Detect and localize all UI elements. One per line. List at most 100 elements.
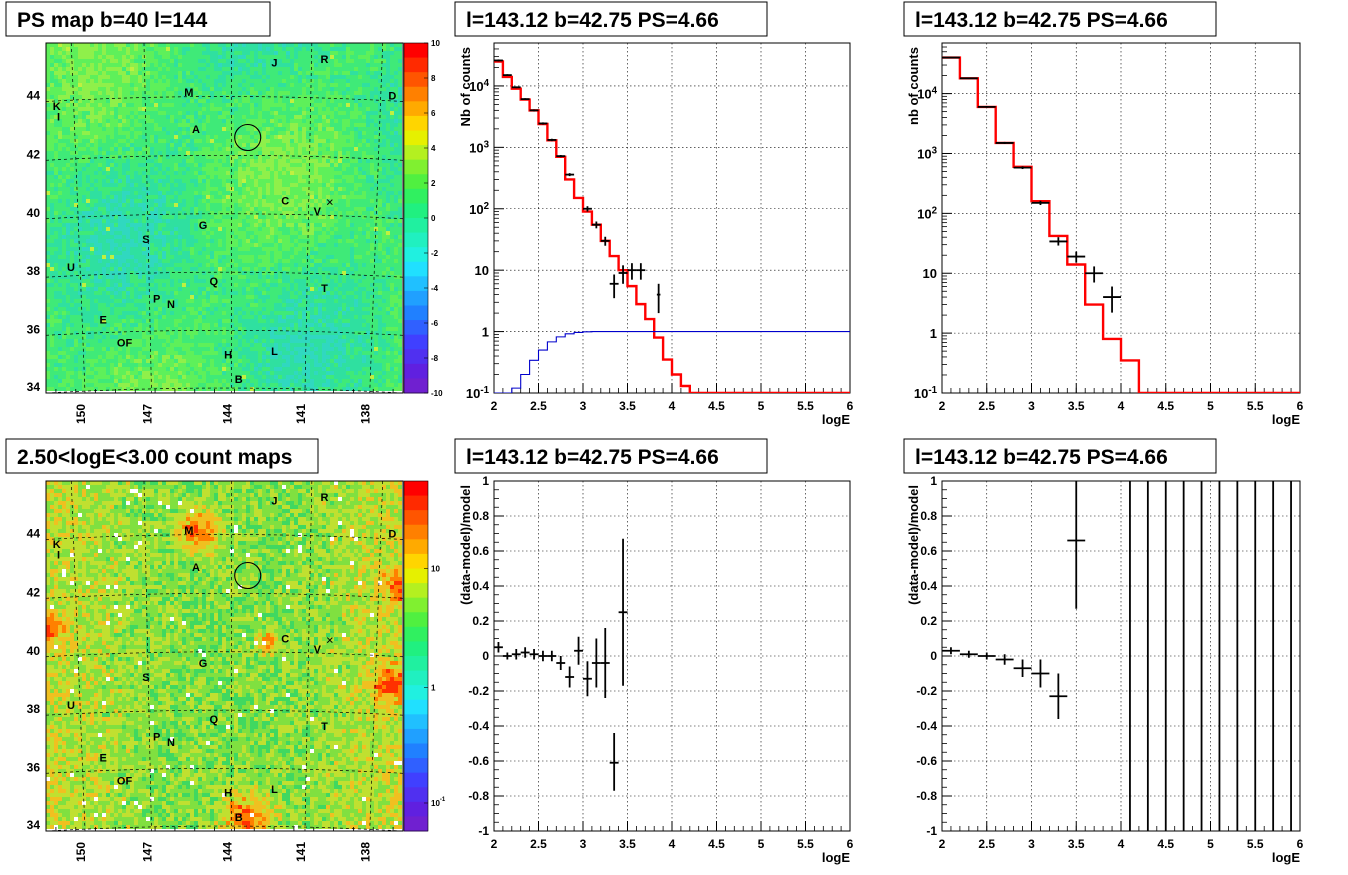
data-point <box>494 642 503 653</box>
colorbar-swatch <box>404 626 428 642</box>
y-tick-label: 10 <box>475 263 489 278</box>
colorbar-swatch <box>404 510 428 526</box>
y-tick-label: 0.8 <box>472 509 489 523</box>
colorbar-tick-label: 10 <box>431 39 440 48</box>
source-label: C <box>281 196 289 208</box>
data-point <box>583 206 592 212</box>
colorbar-tick-label: 6 <box>431 109 436 118</box>
longitude-line <box>304 480 313 832</box>
x-tick-label: 4.5 <box>708 837 725 851</box>
colorbar-tick-label: 10-1 <box>431 797 446 808</box>
source-label: E <box>99 315 106 327</box>
y-tick-label: -0.6 <box>916 754 937 768</box>
y-tick-label: 1 <box>930 326 937 341</box>
longitude-tick-label: 147 <box>141 404 155 424</box>
source-label: N <box>167 299 175 311</box>
x-tick-label: 3 <box>1028 399 1035 413</box>
colorbar-tick-label: 1 <box>431 684 436 693</box>
title-count-map: 2.50<logE<3.00 count maps <box>17 446 292 469</box>
data-point <box>618 538 628 686</box>
colorbar-swatch <box>404 57 428 73</box>
x-tick-label: 4 <box>1118 837 1125 851</box>
x-tick-label: 2.5 <box>978 399 995 413</box>
map-frame <box>45 42 404 394</box>
colorbar-swatch <box>404 378 428 394</box>
colorbar-tick-label: -4 <box>431 284 439 293</box>
x-tick-label: 6 <box>1297 399 1304 413</box>
y-axis-label: Nb of counts <box>458 47 473 126</box>
longitude-line <box>70 42 86 394</box>
y-tick-label: 0 <box>930 649 937 663</box>
latitude-tick-label: 38 <box>27 702 41 716</box>
y-tick-label: -0.8 <box>468 789 489 803</box>
source-label: C <box>281 634 289 646</box>
colorbar-swatch <box>404 43 428 59</box>
map-pixels <box>46 43 402 391</box>
source-label: I <box>57 550 60 562</box>
source-label: E <box>99 753 106 765</box>
latitude-tick-label: 44 <box>27 89 41 103</box>
data-point <box>1031 659 1050 688</box>
longitude-line <box>143 42 152 394</box>
colorbar-swatch <box>404 728 428 744</box>
source-label: L <box>271 346 278 358</box>
x-tick-label: 2.5 <box>530 837 547 851</box>
y-tick-label: 103 <box>469 139 489 155</box>
colorbar-swatch <box>404 86 428 102</box>
y-tick-label: -1 <box>478 824 489 838</box>
x-tick-label: 3.5 <box>1068 399 1085 413</box>
x-tick-label: 3 <box>580 837 587 851</box>
data-point <box>583 661 592 697</box>
source-label: P <box>153 732 160 744</box>
x-tick-label: 6 <box>1297 837 1304 851</box>
longitude-tick-label: 144 <box>221 404 235 424</box>
y-tick-label: 102 <box>469 201 489 217</box>
latitude-tick-label: 42 <box>27 147 41 161</box>
title-box-spec1: l=143.12 b=42.75 PS=4.66 <box>454 1 768 37</box>
data-point <box>942 56 960 59</box>
colorbar-tick-label: 10 <box>431 565 440 574</box>
candidate-circle <box>234 123 262 152</box>
x-axis-label: logE <box>822 850 850 865</box>
data-point <box>977 652 996 660</box>
source-label: A <box>192 562 200 574</box>
y-axis-label: (data-model)/model <box>906 485 921 605</box>
title-spec1: l=143.12 b=42.75 PS=4.66 <box>466 9 719 32</box>
colorbar-swatch <box>404 145 428 161</box>
colorbar-tick-label: 4 <box>431 144 436 153</box>
latitude-tick-label: 36 <box>27 322 41 336</box>
source-label: M <box>184 87 193 99</box>
residual-panel-1: 2 2.5 3 3.5 4 4.5 5 5.5 6 -1 -0.8 -0.6 -0.4 -0.2 0 0.2 0… <box>458 474 854 865</box>
colorbar-swatch <box>404 188 428 204</box>
latitude-tick-label: 40 <box>27 206 41 220</box>
candidate-circle <box>234 561 262 590</box>
colorbar-swatch <box>404 349 428 365</box>
colorbar-swatch <box>404 539 428 555</box>
data-point <box>529 649 539 660</box>
colorbar-swatch <box>404 203 428 219</box>
data-point <box>556 155 566 158</box>
longitude-line <box>304 42 313 394</box>
data-point <box>502 74 512 77</box>
title-ps-map: PS map b=40 l=144 <box>17 9 208 32</box>
source-label: S <box>142 672 149 684</box>
x-tick-label: 3 <box>580 399 587 413</box>
source-label: R <box>320 492 328 504</box>
source-label: G <box>199 220 208 232</box>
data-point <box>1013 166 1032 170</box>
data-point <box>511 86 521 89</box>
colorbar-swatch <box>404 816 428 832</box>
colorbar-swatch <box>404 261 428 277</box>
longitude-tick-label: 138 <box>359 404 373 424</box>
longitude-tick-label: 144 <box>221 842 235 862</box>
data-point <box>538 650 548 662</box>
ps-colorbar: 10 8 6 4 2 0 -2 -4 -6 -8 -10 <box>403 39 443 398</box>
source-label: U <box>67 700 75 712</box>
data-point <box>547 138 557 142</box>
colorbar-tick-label: 8 <box>431 74 436 83</box>
y-tick-label: 10 <box>923 266 937 281</box>
count-colorbar: 10 1 10-1 <box>403 480 446 832</box>
data-point <box>502 652 512 660</box>
source-label: A <box>192 124 200 136</box>
